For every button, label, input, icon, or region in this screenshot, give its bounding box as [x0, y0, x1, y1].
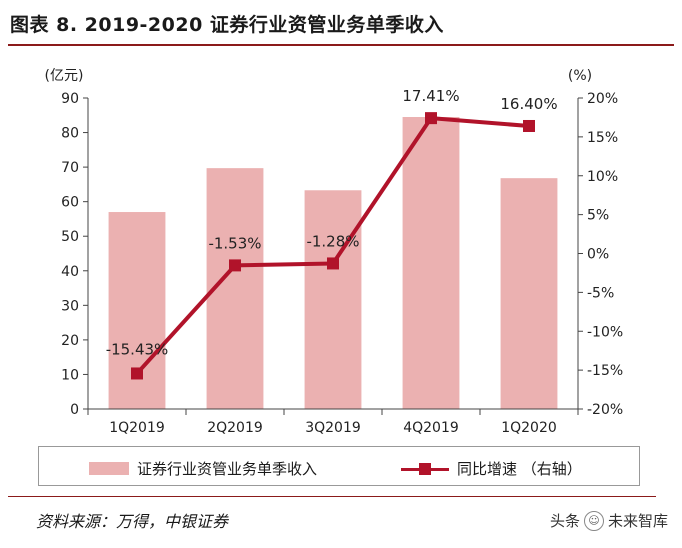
x-tick-label-2Q2019: 2Q2019	[207, 420, 263, 436]
legend-bar-swatch	[89, 462, 129, 475]
right-tick-label: -5%	[587, 285, 614, 301]
watermark-logo: ☺	[583, 510, 604, 531]
right-tick-label: -20%	[587, 402, 623, 418]
left-axis-unit: (亿元)	[45, 68, 84, 84]
growth-point-4Q2019	[425, 112, 437, 125]
growth-label-1Q2019: -15.43%	[106, 340, 169, 358]
right-tick-label: -15%	[587, 363, 623, 379]
growth-point-2Q2019	[229, 259, 241, 272]
legend: 证券行业资管业务单季收入 同比增速 （右轴）	[38, 446, 640, 486]
growth-point-1Q2020	[523, 119, 535, 132]
growth-label-2Q2019: -1.53%	[208, 234, 261, 252]
bar-4Q2019	[402, 117, 460, 409]
growth-point-1Q2019	[131, 367, 143, 380]
right-tick-label: -10%	[587, 324, 623, 340]
legend-item-bar: 证券行业资管业务单季收入	[89, 458, 317, 479]
legend-line-swatch	[401, 462, 449, 476]
bar-3Q2019	[304, 190, 362, 409]
left-tick-label: 30	[61, 298, 79, 314]
growth-label-4Q2019: 17.41%	[402, 87, 459, 105]
growth-label-3Q2019: -1.28%	[306, 232, 359, 250]
bar-1Q2020	[500, 178, 558, 409]
left-tick-label: 70	[61, 160, 79, 176]
left-tick-label: 20	[61, 333, 79, 349]
left-tick-label: 50	[61, 229, 79, 245]
right-axis-unit: (%)	[568, 68, 592, 84]
x-tick-label-1Q2020: 1Q2020	[501, 420, 557, 436]
chart-title: 图表 8. 2019-2020 证券行业资管业务单季收入	[10, 14, 444, 36]
x-tick-label-4Q2019: 4Q2019	[403, 420, 459, 436]
right-tick-label: 20%	[587, 91, 618, 107]
chart-canvas: 0 10 20 30 40 50 60 70 80 90 -20% -15% -10% -5% 0% 5% 10…	[45, 68, 624, 436]
left-tick-label: 40	[61, 264, 79, 280]
right-tick-label: 10%	[587, 169, 618, 185]
legend-line-label: 同比增速 （右轴）	[457, 460, 582, 478]
x-tick-label-3Q2019: 3Q2019	[305, 420, 361, 436]
watermark-name: 未来智库	[607, 512, 668, 530]
right-tick-label: 15%	[587, 130, 618, 146]
legend-bar-label: 证券行业资管业务单季收入	[137, 460, 318, 478]
right-tick-label: 0%	[587, 247, 609, 263]
watermark: 头条 ☺ 未来智库	[550, 510, 668, 531]
left-tick-label: 90	[61, 91, 79, 107]
x-tick-label-1Q2019: 1Q2019	[109, 420, 165, 436]
left-tick-label: 80	[61, 126, 79, 142]
left-tick-label: 60	[61, 195, 79, 211]
growth-point-3Q2019	[327, 257, 339, 270]
watermark-prefix: 头条	[549, 512, 580, 530]
left-tick-label: 10	[61, 367, 79, 383]
legend-item-line: 同比增速 （右轴）	[401, 458, 582, 479]
title-rule	[8, 44, 674, 46]
bottom-rule	[8, 496, 656, 497]
growth-label-1Q2020: 16.40%	[500, 95, 557, 113]
right-tick-label: 5%	[587, 208, 609, 224]
left-tick-label: 0	[70, 402, 79, 418]
source-note: 资料来源：万得，中银证券	[36, 512, 229, 531]
